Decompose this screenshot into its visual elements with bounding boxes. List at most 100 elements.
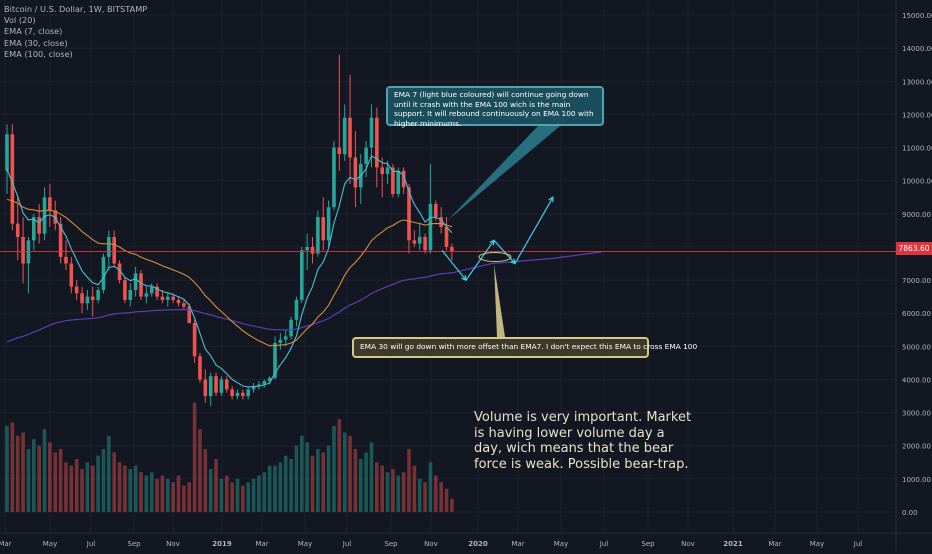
candle-body — [101, 256, 106, 291]
volume-bar — [155, 478, 159, 512]
volume-bar — [305, 442, 309, 512]
volume-bar — [428, 462, 433, 512]
projection-arrowhead — [489, 239, 495, 246]
y-tick-label: 9000.00 — [902, 211, 931, 219]
volume-bar — [241, 485, 245, 512]
x-tick-label: Sep — [641, 540, 655, 548]
volume-bar — [407, 449, 411, 512]
x-tick-label: May — [810, 540, 824, 548]
y-tick-label: 15000.00 — [902, 12, 932, 20]
x-tick-label: Jul — [853, 540, 863, 548]
ema30-callout[interactable]: EMA 30 will go down with more offset tha… — [352, 337, 697, 358]
volume-bar — [262, 472, 267, 512]
candle-body — [444, 227, 449, 247]
volume-bar — [353, 449, 358, 512]
indicator-legend: Bitcoin / U.S. Dollar, 1W, BITSTAMP Vol … — [4, 4, 147, 60]
legend-ema30[interactable]: EMA (30, close) — [4, 37, 68, 48]
candle-body — [342, 117, 347, 155]
x-tick-label: May — [298, 540, 312, 548]
volume-bar — [5, 425, 9, 512]
candle-body — [321, 217, 326, 241]
volume-bar — [80, 468, 84, 512]
volume-bar — [32, 439, 36, 512]
x-tick-label: Jul — [342, 540, 352, 548]
candle-body — [15, 223, 20, 237]
candle-body — [219, 379, 224, 393]
candle-body — [64, 256, 68, 264]
candle-body — [176, 299, 181, 304]
x-tick-label: May — [43, 540, 57, 548]
y-tick-label: 7000.00 — [902, 277, 931, 285]
candle-body — [439, 217, 443, 228]
ema7-callout[interactable]: EMA 7 (light blue coloured) will continu… — [386, 86, 604, 128]
volume-bar — [182, 485, 186, 512]
candle-body — [326, 207, 331, 241]
y-tick-label: 3000.00 — [902, 410, 931, 418]
volume-bar — [26, 449, 31, 512]
candle-body — [375, 117, 379, 168]
volume-bar — [58, 449, 63, 512]
x-tick-label: May — [554, 540, 568, 548]
volume-bar — [21, 432, 25, 512]
volume-bar — [251, 478, 256, 512]
candle-body — [353, 157, 358, 188]
x-tick-label: Jul — [599, 540, 609, 548]
volume-bar — [166, 478, 170, 512]
x-tick-label: Nov — [681, 540, 695, 548]
y-tick-label: 6000.00 — [902, 310, 931, 318]
x-tick-label: Mar — [511, 540, 524, 548]
candle-body — [139, 273, 143, 297]
candle-body — [310, 246, 315, 254]
candle-body — [37, 217, 41, 234]
volume-bar — [123, 465, 127, 512]
volume-bar — [300, 435, 304, 512]
candle-body — [235, 392, 240, 397]
volume-bar — [380, 465, 384, 512]
candle-body — [80, 293, 84, 304]
x-tick-label: Sep — [127, 540, 141, 548]
volume-bar — [42, 429, 47, 512]
volume-bar — [450, 498, 454, 512]
legend-ema100[interactable]: EMA (100, close) — [4, 48, 73, 59]
x-tick-label: Nov — [424, 540, 438, 548]
candle-body — [171, 296, 175, 300]
volume-bar — [139, 472, 143, 512]
volume-bar — [326, 445, 331, 512]
candle-body — [214, 376, 218, 393]
volume-bar — [423, 482, 427, 512]
x-tick-label: Jul — [86, 540, 96, 548]
y-tick-label: 10000.00 — [902, 178, 932, 186]
volume-note[interactable]: Volume is very important. Market is havi… — [474, 410, 692, 472]
projection-arrowhead — [461, 274, 467, 282]
y-tick-label: 14000.00 — [902, 45, 932, 53]
candle-body — [187, 306, 192, 324]
legend-ema7[interactable]: EMA (7, close) — [4, 26, 63, 37]
candle-body — [380, 167, 384, 175]
candle-body — [230, 389, 234, 397]
symbol-title[interactable]: Bitcoin / U.S. Dollar, 1W, BITSTAMP — [4, 4, 148, 14]
volume-bar — [171, 482, 175, 512]
volume-bar — [337, 419, 342, 512]
volume-bar — [396, 475, 401, 512]
legend-volume[interactable]: Vol (20) — [4, 15, 36, 26]
candle-body — [300, 250, 304, 300]
volume-bar — [144, 475, 149, 512]
candle-body — [289, 319, 293, 337]
candle-body — [74, 286, 79, 294]
candle-body — [401, 170, 406, 188]
candle-body — [26, 240, 31, 264]
candle-body — [251, 386, 256, 390]
x-tick-label: 2019 — [212, 540, 232, 548]
volume-bar — [273, 465, 277, 512]
candle-body — [434, 203, 438, 218]
volume-bar — [69, 465, 74, 512]
volume-bar — [439, 482, 443, 512]
volume-bar — [283, 455, 288, 512]
volume-bar — [112, 452, 116, 512]
volume-bar — [267, 465, 272, 512]
volume-bar — [342, 432, 347, 512]
volume-bar — [85, 462, 90, 512]
volume-bar — [198, 429, 202, 512]
candle-body — [42, 197, 47, 234]
